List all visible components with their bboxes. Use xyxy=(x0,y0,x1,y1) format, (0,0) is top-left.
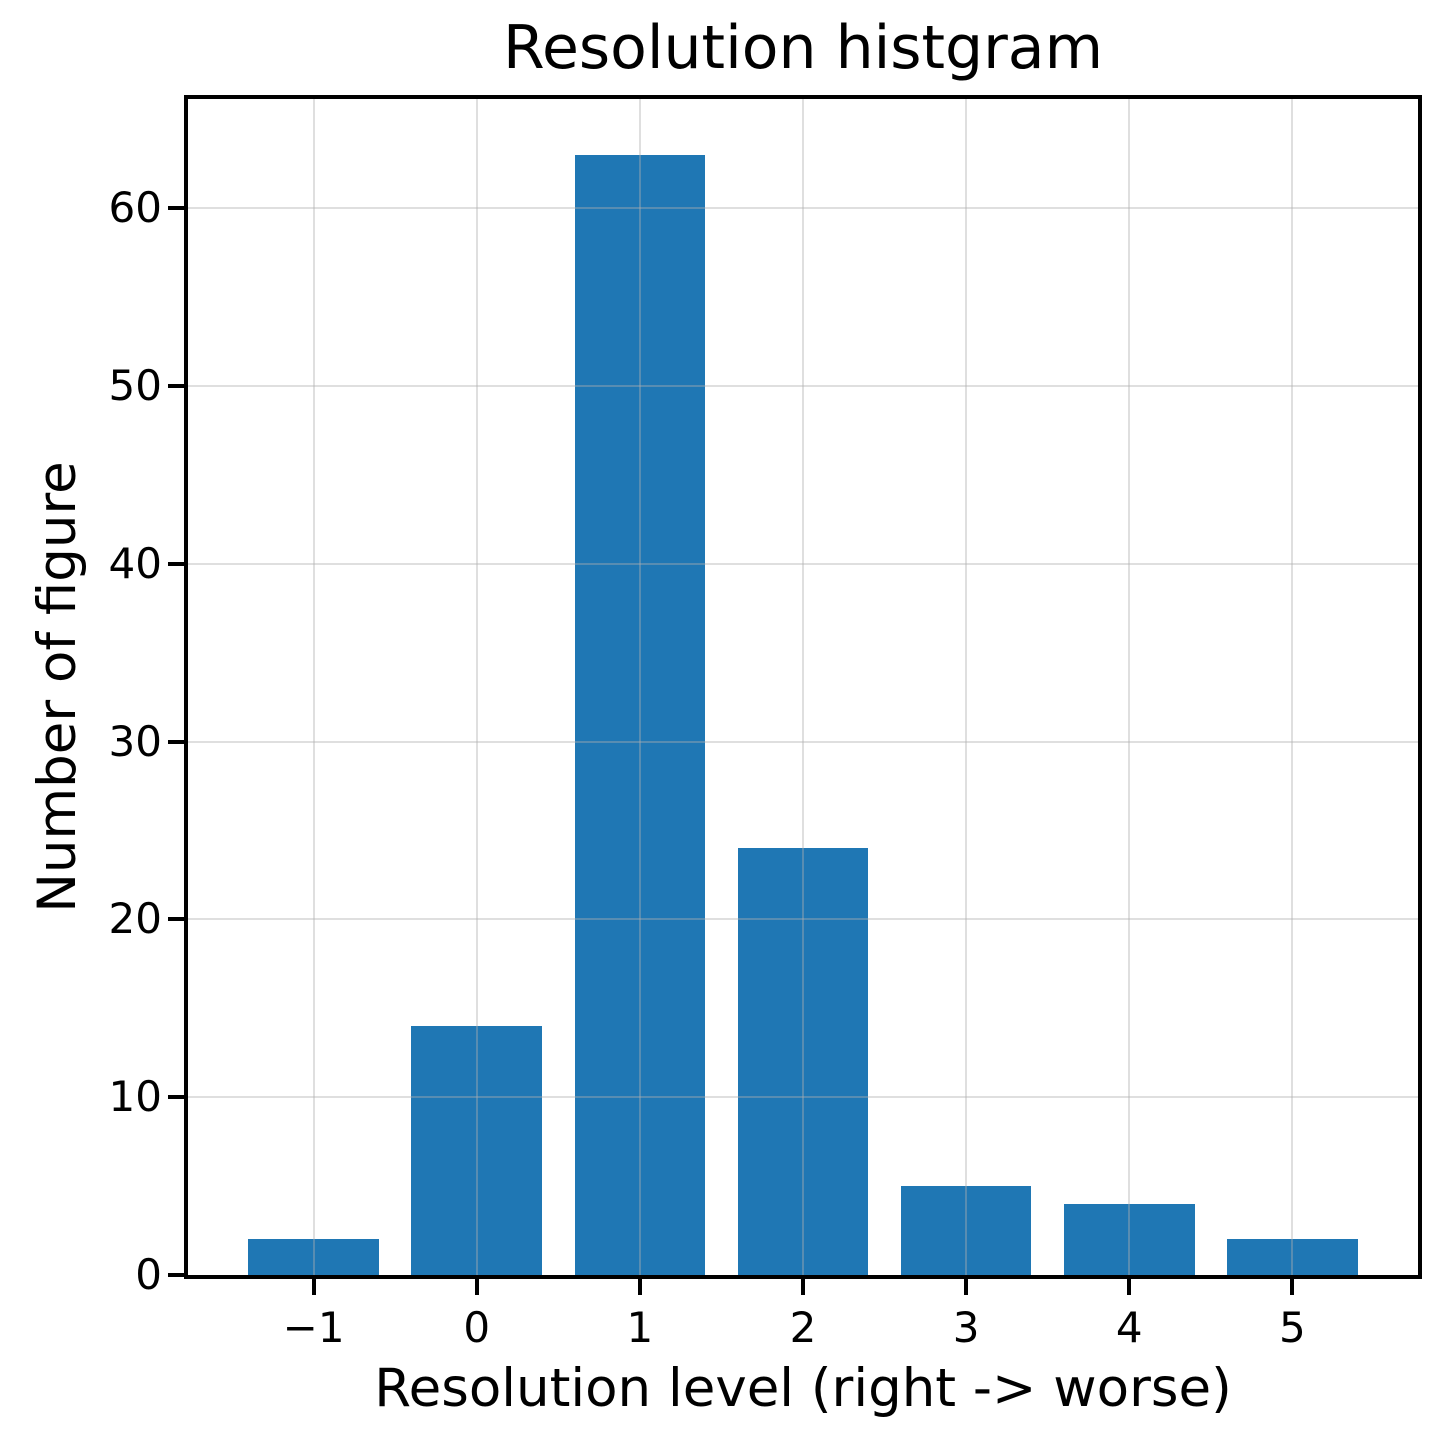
y-tick-label: 0 xyxy=(135,1250,162,1299)
y-tick-label: 40 xyxy=(108,538,162,588)
x-tick-label: 2 xyxy=(789,1303,817,1352)
x-axis-label: Resolution level (right -> worse) xyxy=(374,1358,1232,1419)
x-tick-mark xyxy=(474,1279,479,1295)
gridline-horizontal xyxy=(188,740,1418,743)
gridline-vertical xyxy=(1291,99,1294,1275)
x-tick-mark xyxy=(964,1279,969,1295)
y-tick-mark xyxy=(168,384,184,389)
y-tick-label: 10 xyxy=(108,1072,162,1122)
y-tick-label: 60 xyxy=(108,183,162,233)
x-tick-mark xyxy=(801,1279,805,1295)
bar xyxy=(248,1239,379,1275)
y-tick-mark xyxy=(168,1095,184,1100)
x-tick-label: 1 xyxy=(626,1303,654,1352)
chart-title: Resolution histgram xyxy=(502,13,1104,83)
x-tick-mark xyxy=(1127,1279,1132,1295)
y-tick-label: 20 xyxy=(108,894,162,944)
gridline-horizontal xyxy=(188,385,1418,388)
y-tick-mark xyxy=(168,917,184,922)
gridline-vertical xyxy=(475,99,478,1275)
bar xyxy=(737,848,869,1275)
gridline-vertical xyxy=(802,99,804,1275)
bar xyxy=(574,155,706,1275)
y-tick-mark xyxy=(168,206,184,211)
gridline-vertical xyxy=(965,99,968,1275)
y-tick-label: 30 xyxy=(108,716,162,766)
gridline-vertical xyxy=(1128,99,1131,1275)
bar xyxy=(1227,1239,1358,1275)
plot-area xyxy=(184,95,1422,1279)
gridline-horizontal xyxy=(188,562,1418,565)
gridline-vertical xyxy=(312,99,315,1275)
gridline-horizontal xyxy=(188,207,1418,210)
gridline-vertical xyxy=(638,99,641,1275)
plot-inner xyxy=(188,99,1418,1275)
gridline-horizontal xyxy=(188,918,1418,921)
bar xyxy=(1064,1203,1195,1275)
x-tick-mark xyxy=(1290,1279,1295,1295)
gridline-horizontal xyxy=(188,1096,1418,1099)
x-tick-label: 5 xyxy=(1279,1303,1306,1352)
x-tick-mark xyxy=(637,1279,642,1295)
x-tick-label: −1 xyxy=(282,1303,345,1352)
x-tick-label: 3 xyxy=(952,1303,980,1352)
bar xyxy=(900,1186,1032,1275)
x-tick-mark xyxy=(311,1279,316,1295)
x-tick-label: 0 xyxy=(463,1303,491,1352)
bar xyxy=(411,1026,542,1275)
y-tick-mark xyxy=(168,561,184,566)
x-tick-label: 4 xyxy=(1115,1303,1143,1352)
y-tick-mark xyxy=(168,1273,184,1277)
y-tick-mark xyxy=(168,739,184,744)
y-tick-label: 50 xyxy=(108,361,162,411)
